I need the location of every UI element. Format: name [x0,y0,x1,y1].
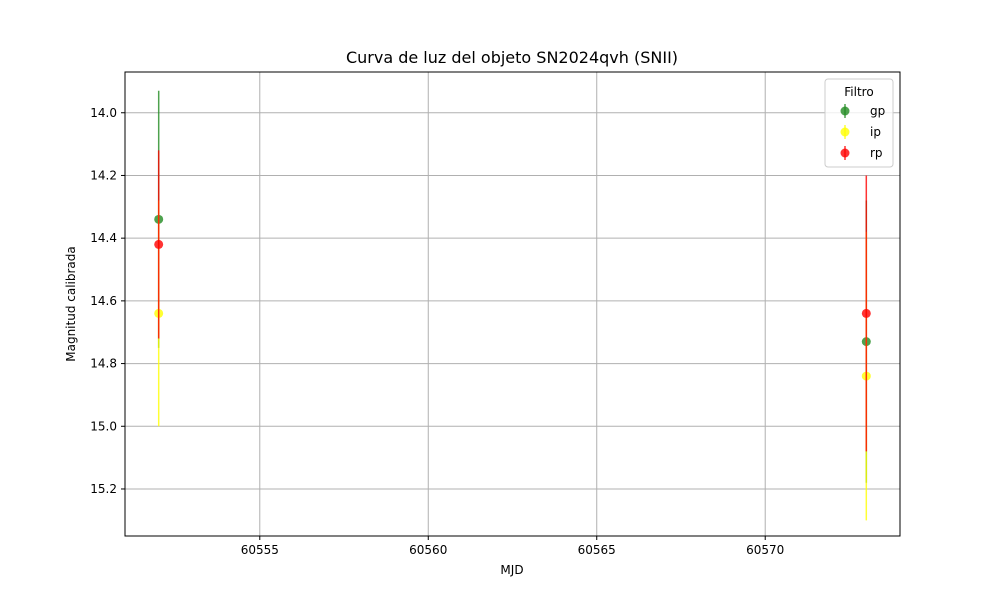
y-tick-label: 14.2 [90,168,117,182]
legend: Filtro gp ip rp [824,78,894,168]
legend-box [824,78,894,168]
y-tick-label: 15.2 [90,482,117,496]
legend-label: gp [870,104,885,118]
x-tick-label: 60560 [409,543,447,557]
legend-item-ip: ip [840,125,881,139]
legend-marker [840,148,850,158]
x-tick-label: 60555 [241,543,279,557]
legend-label: ip [870,125,881,139]
data-point-rp [154,239,164,249]
x-axis-label: MJD [500,563,523,577]
legend-item-gp: gp [840,104,885,118]
legend-marker [840,106,850,116]
series-rp [154,150,871,452]
series-gp [154,90,871,483]
legend-label: rp [870,146,883,160]
x-tick-label: 60570 [746,543,784,557]
y-tick-label: 14.6 [90,294,117,308]
x-tick-label: 60565 [578,543,616,557]
legend-title: Filtro [844,85,873,99]
y-tick-label: 14.0 [90,106,117,120]
data-series [154,90,871,521]
y-tick-label: 14.8 [90,357,117,371]
grid-lines [125,72,900,536]
data-point-rp [861,308,871,318]
y-tick-label: 14.4 [90,231,117,245]
y-axis-label: Magnitud calibrada [64,246,78,362]
y-tick-label: 15.0 [90,419,117,433]
legend-item-rp: rp [840,146,883,160]
plot-area-frame [124,71,901,537]
axes: 60555 60560 60565 60570 14.0 14.2 14.4 14.6 14.8… [90,106,784,557]
chart-title: Curva de luz del objeto SN2024qvh (SNII) [346,48,678,67]
legend-marker [840,127,850,137]
series-ip [154,200,871,521]
